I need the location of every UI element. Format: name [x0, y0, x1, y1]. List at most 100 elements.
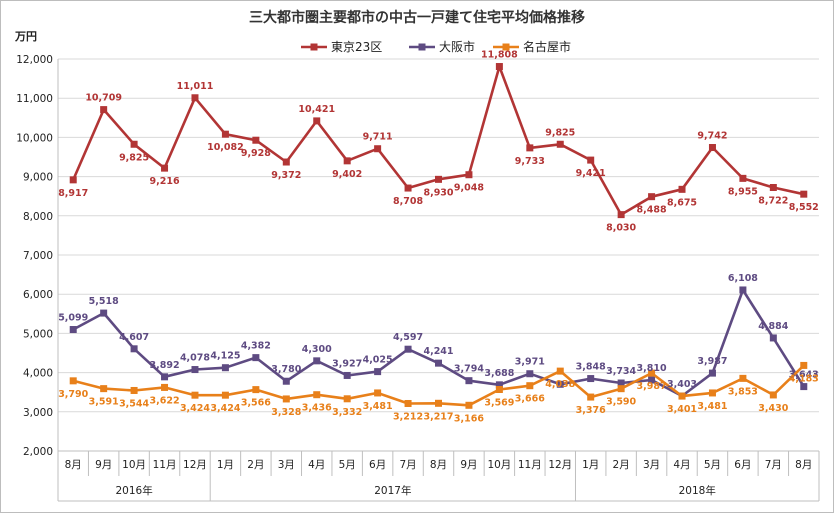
data-label: 3,481 [363, 401, 393, 412]
data-point [343, 371, 351, 379]
data-label: 3,403 [667, 379, 697, 390]
data-label: 3,401 [667, 404, 697, 415]
data-label: 8,552 [789, 202, 819, 213]
y-tick-label: 7,000 [23, 250, 53, 262]
x-tick-label: 12月 [183, 459, 207, 471]
x-tick-label: 5月 [704, 459, 721, 471]
data-point [617, 211, 625, 219]
y-axis-unit: 万円 [14, 30, 37, 43]
x-tick-label: 12月 [548, 459, 572, 471]
legend-swatch-marker [418, 43, 426, 51]
data-label: 5,518 [89, 296, 119, 307]
data-point [130, 386, 138, 394]
data-label: 3,544 [119, 398, 149, 409]
data-point [69, 326, 77, 334]
data-point [313, 117, 321, 125]
data-label: 10,082 [207, 142, 244, 153]
data-label: 3,848 [576, 362, 606, 373]
y-tick-label: 2,000 [23, 446, 53, 458]
data-label: 3,166 [454, 413, 484, 424]
legend-label: 東京23区 [331, 40, 382, 54]
data-label: 3,643 [789, 370, 819, 381]
data-point [587, 156, 595, 164]
data-point [800, 383, 808, 391]
data-label: 3,688 [484, 368, 514, 379]
data-point [343, 157, 351, 165]
data-label: 9,402 [332, 169, 362, 180]
data-label: 3,217 [423, 411, 453, 422]
data-point [100, 309, 108, 317]
data-label: 3,332 [332, 407, 362, 418]
data-point [739, 174, 747, 182]
data-point [252, 386, 260, 394]
data-label: 9,372 [271, 170, 301, 181]
data-point [495, 385, 503, 393]
data-label: 3,927 [332, 358, 362, 369]
data-point [556, 140, 564, 148]
data-point [648, 193, 656, 201]
data-point [678, 392, 686, 400]
x-tick-label: 10月 [487, 459, 511, 471]
data-point [252, 354, 260, 362]
data-label: 3,987 [637, 381, 667, 392]
data-label: 3,790 [58, 389, 88, 400]
data-point [343, 395, 351, 403]
x-tick-label: 5月 [339, 459, 356, 471]
data-point [800, 190, 808, 198]
x-tick-label: 6月 [369, 459, 386, 471]
x-tick-label: 3月 [643, 459, 660, 471]
data-point [617, 385, 625, 393]
x-tick-label: 4月 [673, 459, 690, 471]
x-tick-label: 8月 [430, 459, 447, 471]
x-tick-label: 7月 [399, 459, 416, 471]
data-label: 3,566 [241, 398, 271, 409]
data-label: 4,241 [423, 346, 453, 357]
data-label: 4,038 [545, 379, 575, 390]
data-point [648, 376, 656, 384]
data-label: 9,825 [545, 127, 575, 138]
data-label: 3,590 [606, 397, 636, 408]
data-label: 3,892 [150, 360, 180, 371]
data-label: 8,917 [58, 188, 88, 199]
data-point [282, 158, 290, 166]
data-point [526, 144, 534, 152]
data-point [130, 345, 138, 353]
data-label: 3,569 [484, 397, 514, 408]
data-point [191, 366, 199, 374]
data-point [465, 377, 473, 385]
data-label: 4,183 [789, 373, 819, 384]
data-point [435, 175, 442, 183]
data-point [191, 94, 199, 102]
data-point [739, 286, 747, 294]
data-label: 3,810 [637, 363, 667, 374]
data-point [678, 185, 686, 193]
data-labels: 8,91710,7099,8259,21611,01110,0829,9289,… [58, 50, 819, 425]
data-point [708, 389, 716, 397]
data-point [404, 399, 412, 407]
data-point [130, 140, 138, 148]
data-point [769, 334, 777, 342]
data-point [252, 136, 260, 144]
x-tick-label: 6月 [734, 459, 751, 471]
x-tick-label: 4月 [308, 459, 325, 471]
data-label: 4,025 [363, 355, 393, 366]
data-label: 9,825 [119, 152, 149, 163]
data-label: 4,300 [302, 344, 332, 355]
data-label: 9,421 [576, 168, 606, 179]
x-tick-label: 7月 [765, 459, 782, 471]
data-label: 8,675 [667, 197, 697, 208]
y-tick-label: 6,000 [23, 289, 53, 301]
data-point [739, 374, 747, 382]
data-label: 11,011 [177, 81, 214, 92]
data-label: 9,742 [697, 131, 727, 142]
data-label: 4,078 [180, 353, 210, 364]
data-point [556, 380, 564, 388]
data-label: 9,733 [515, 156, 545, 167]
data-point [100, 106, 108, 114]
series-layer [69, 63, 808, 409]
data-point [526, 382, 534, 390]
gridlines [58, 58, 819, 452]
data-label: 3,971 [515, 357, 545, 368]
